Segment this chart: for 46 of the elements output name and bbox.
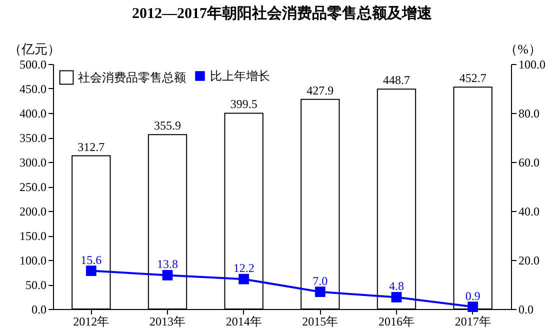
legend-label: 社会消费品零售总额: [78, 70, 186, 84]
y-tick-label: 350.0: [20, 131, 46, 145]
y-tick-label: 300.0: [20, 156, 46, 170]
y-tick-label: 150.0: [20, 229, 46, 243]
x-tick-label: 2014年: [226, 314, 262, 328]
point: [391, 292, 402, 302]
point: [86, 266, 96, 276]
y-tick-label: 0.0: [32, 302, 46, 316]
point: [468, 302, 478, 312]
y-tick-label: 50.0: [26, 278, 46, 292]
y-tick-label: 400.0: [20, 106, 46, 120]
data-label: 4.8: [389, 279, 404, 294]
data-label: 7.0: [312, 274, 328, 288]
y2-axis-title: （%）: [504, 42, 542, 56]
data-label: 312.7: [78, 140, 105, 154]
y2-tick-label: 80.0: [518, 106, 540, 120]
point: [314, 286, 326, 298]
data-label: 0.9: [465, 288, 480, 303]
y2-tick-label: 60.0: [518, 156, 540, 170]
legend-label: 比上年增长: [210, 69, 270, 83]
data-label: 355.9: [154, 118, 181, 133]
y2-tick-label: 0.0: [518, 302, 534, 316]
data-label: 452.7: [459, 71, 486, 86]
x-tick-label: 2017年: [454, 314, 491, 328]
data-label: 13.8: [157, 257, 178, 272]
y-axis-title: （亿元）: [8, 42, 60, 56]
y2-tick-label: 20.0: [518, 254, 540, 268]
point: [162, 270, 173, 280]
x-tick-label: 2016年: [378, 314, 414, 328]
data-label: 399.5: [230, 97, 258, 112]
x-tick-label: 2012年: [73, 314, 110, 328]
x-tick-label: 2013年: [150, 314, 186, 328]
point: [238, 274, 250, 284]
data-label: 15.6: [80, 252, 102, 267]
y2-tick-label: 40.0: [518, 204, 540, 218]
y-tick-label: 100.0: [20, 254, 46, 268]
data-label: 427.9: [306, 83, 334, 98]
x-tick-label: 2015年: [302, 314, 338, 328]
y-tick-label: 500.0: [20, 58, 46, 72]
chart-title: 2012—2017年朝阳社会消费品零售总额及增速: [132, 4, 433, 22]
y2-tick-label: 100.0: [518, 58, 546, 72]
data-label: 12.2: [233, 261, 254, 276]
y-tick-label: 250.0: [20, 180, 46, 194]
data-label: 448.7: [383, 73, 410, 88]
y-tick-label: 450.0: [20, 82, 46, 96]
y-tick-label: 200.0: [20, 204, 46, 218]
